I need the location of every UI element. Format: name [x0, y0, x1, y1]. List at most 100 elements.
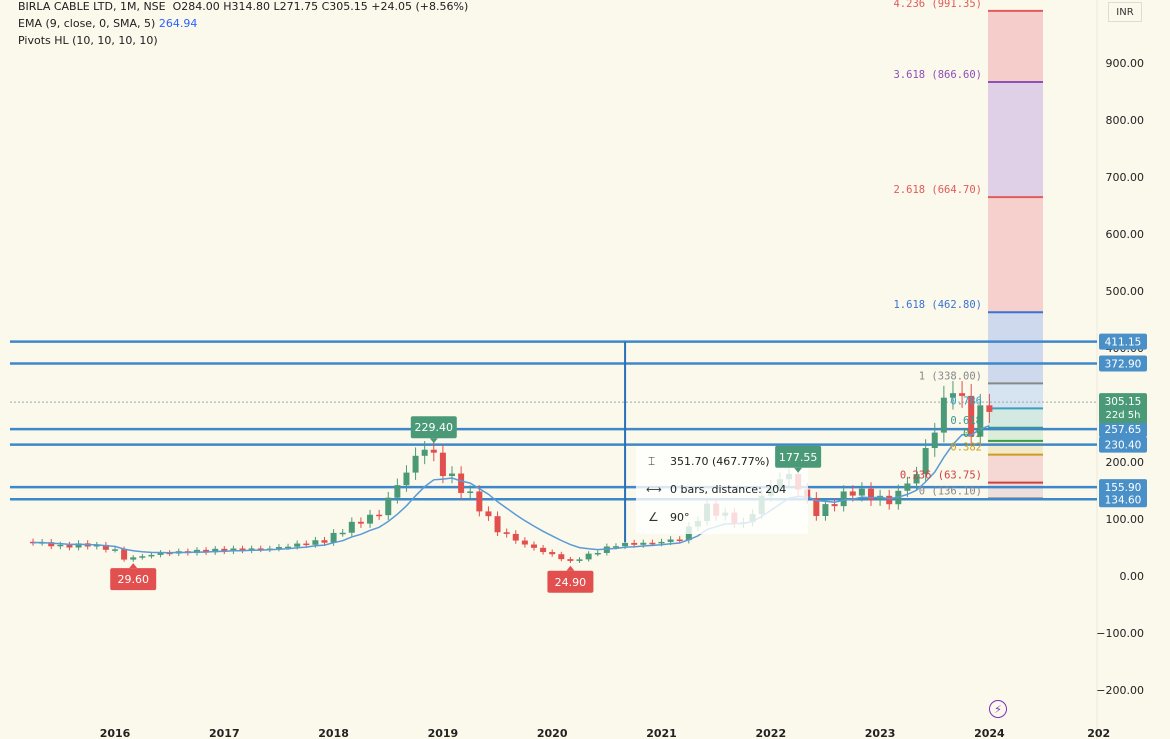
current-price-tag	[1099, 393, 1147, 424]
pivot-high-box	[410, 416, 457, 439]
x-tick-label: 2017	[209, 727, 240, 739]
candle-body	[594, 552, 601, 555]
fib-band	[988, 440, 1043, 455]
candle-body	[203, 549, 210, 553]
level-price-tag-text: 257.65	[1105, 424, 1142, 436]
candle-body	[439, 452, 446, 477]
level-price-tag-text: 155.90	[1105, 482, 1142, 494]
candle-body	[357, 521, 364, 524]
pivot-low-box	[110, 568, 157, 591]
candle-body	[66, 544, 73, 548]
fib-band	[988, 312, 1043, 384]
x-tick-label: 2016	[100, 727, 131, 739]
pivots-legend[interactable]: Pivots HL (10, 10, 10, 10)	[18, 34, 158, 47]
candle-body	[430, 449, 437, 453]
fib-band	[988, 197, 1043, 313]
x-tick-label: 2018	[318, 727, 349, 739]
level-price-tag-text: 134.60	[1105, 494, 1142, 506]
candle-body	[549, 552, 556, 555]
candle-body	[521, 540, 528, 545]
fib-label: 1.618 (462.80)	[893, 299, 982, 311]
fib-label: 0 (136.10)	[919, 485, 982, 497]
fib-band	[988, 454, 1043, 483]
price-axis: 900.00800.00700.00600.00500.00400.00200.…	[1096, 57, 1144, 697]
measure-tooltip-box	[636, 446, 808, 534]
candle-body	[48, 542, 55, 547]
y-tick-label: 0.00	[1120, 570, 1145, 583]
candle-body	[275, 547, 282, 549]
candle-body	[412, 455, 419, 473]
candle-body	[540, 547, 547, 553]
level-price-tag	[1099, 421, 1147, 438]
candle-body	[230, 548, 237, 552]
fib-label: 0.5	[963, 428, 982, 440]
x-tick-label: 202	[1087, 727, 1110, 739]
fib-level-labels: 4.236 (991.35) 3.618 (866.60) 2.618 (664.7…	[893, 0, 982, 497]
fib-label: 0.382	[950, 442, 982, 454]
y-tick-label: 100.00	[1106, 513, 1145, 526]
candle-body	[221, 548, 228, 552]
candle-body	[139, 556, 146, 558]
candle-body	[257, 548, 264, 550]
x-tick-label: 2019	[428, 727, 459, 739]
candle-body	[631, 542, 638, 545]
candle-body	[959, 393, 966, 396]
y-tick-label: −100.00	[1096, 627, 1144, 640]
candle-body	[421, 449, 428, 456]
measure-bars-distance: 0 bars, distance: 204	[670, 483, 786, 496]
candle-body	[57, 544, 64, 547]
fib-label: 0.786	[950, 395, 982, 407]
candle-body	[348, 521, 355, 533]
x-tick-label: 2020	[537, 727, 568, 739]
y-tick-label: 700.00	[1106, 171, 1145, 184]
time-axis: 2016 2017 2018 2019 2020 2021 2022 2023 2024 202	[100, 727, 1110, 739]
candle-body	[649, 542, 656, 545]
candle-body	[376, 514, 383, 517]
candle-body	[867, 488, 874, 501]
candle-body	[503, 532, 510, 534]
candle-body	[303, 543, 310, 546]
candle-body	[157, 552, 164, 555]
pivot-low-box	[547, 570, 594, 593]
candle-body	[239, 548, 246, 551]
candle-body	[102, 544, 109, 550]
candle-body	[512, 533, 519, 541]
candle-body	[612, 546, 619, 548]
ema-line	[32, 424, 990, 554]
candle-body	[112, 549, 118, 551]
pivot-label: 29.60	[117, 573, 149, 586]
measure-price-change: 351.70 (467.77%)	[670, 455, 770, 468]
candle-body	[840, 491, 847, 507]
candle-body	[467, 491, 474, 493]
candle-body	[339, 532, 346, 535]
bar-countdown-text: 22d 5h	[1106, 410, 1141, 421]
fib-band	[988, 482, 1043, 499]
ema-legend[interactable]: EMA (9, close, 0, SMA, 5) 264.94	[18, 17, 197, 30]
currency-button[interactable]: INR	[1108, 2, 1142, 22]
candle-body	[394, 485, 401, 498]
measure-angle: 90°	[670, 511, 690, 524]
level-price-tag	[1099, 491, 1147, 508]
level-price-tag-text: 230.40	[1105, 440, 1142, 452]
fib-band	[988, 427, 1043, 441]
angle-icon: ∠	[648, 510, 659, 524]
candle-body	[121, 549, 128, 560]
candle-body	[640, 542, 647, 545]
pivot-label: 229.40	[415, 421, 454, 434]
candle-body	[458, 473, 465, 493]
candle-body	[312, 540, 319, 545]
fib-band	[988, 383, 1043, 409]
candle-body	[986, 405, 993, 412]
symbol-line: BIRLA CABLE LTD, 1M, NSE	[18, 0, 166, 13]
x-tick-label: 2023	[865, 727, 896, 739]
fib-band	[988, 10, 1043, 83]
lightning-icon[interactable]: ⚡	[989, 700, 1007, 718]
fib-label: 2.618 (664.70)	[893, 184, 982, 196]
level-price-tag	[1099, 333, 1147, 350]
candle-body	[968, 395, 975, 437]
fib-label: 0.618	[950, 415, 982, 427]
y-tick-label: 200.00	[1106, 456, 1145, 469]
fib-label: 4.236 (991.35)	[893, 0, 982, 10]
candle-body	[886, 495, 893, 505]
